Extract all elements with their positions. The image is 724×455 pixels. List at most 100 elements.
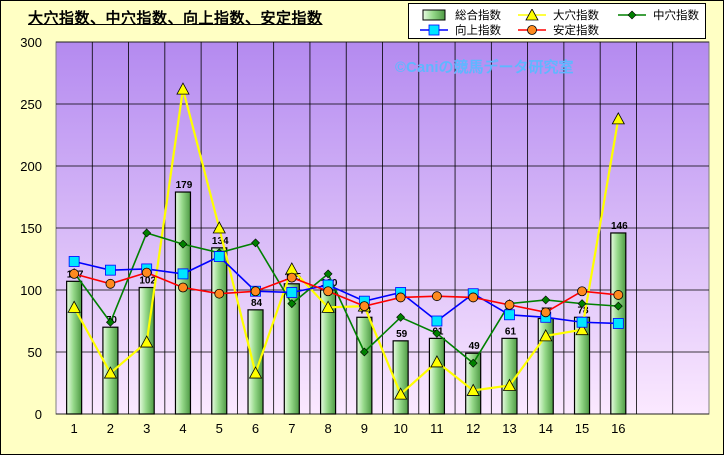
square-marker bbox=[213, 251, 225, 262]
diamond-marker bbox=[178, 239, 188, 249]
triangle-marker bbox=[525, 9, 539, 21]
triangle-marker bbox=[140, 335, 154, 348]
legend-swatch bbox=[518, 25, 546, 35]
circle-marker bbox=[286, 272, 297, 283]
legend: 総合指数 大穴指数 中穴指数 向上指数 安定指数 bbox=[408, 3, 706, 39]
bar-data-label: 84 bbox=[251, 298, 263, 309]
x-tick-label: 6 bbox=[252, 421, 259, 436]
triangle-marker bbox=[466, 383, 480, 396]
square-marker bbox=[105, 264, 116, 276]
y-tick-label: 200 bbox=[20, 159, 42, 174]
circle-marker bbox=[395, 292, 406, 303]
diamond-marker bbox=[287, 299, 297, 309]
diamond-marker bbox=[613, 301, 623, 311]
series-line bbox=[73, 255, 619, 325]
triangle-marker bbox=[539, 329, 553, 342]
legend-bar-swatch bbox=[422, 9, 446, 21]
bar-data-label: 134 bbox=[212, 236, 229, 247]
x-tick-label: 9 bbox=[361, 421, 368, 436]
series-line bbox=[73, 88, 620, 397]
bar bbox=[356, 316, 373, 415]
bar-data-label: 146 bbox=[611, 221, 628, 232]
triangle-marker bbox=[321, 300, 335, 313]
x-tick-label: 5 bbox=[216, 421, 223, 436]
legend-swatch bbox=[420, 24, 448, 36]
bar bbox=[428, 337, 446, 415]
triangle-marker bbox=[502, 378, 517, 391]
x-tick-label: 13 bbox=[502, 421, 516, 436]
triangle-marker bbox=[248, 366, 263, 379]
x-tick-label: 7 bbox=[288, 421, 295, 436]
x-tick-label: 12 bbox=[466, 421, 480, 436]
y-tick-label: 100 bbox=[20, 283, 42, 298]
circle-marker bbox=[527, 25, 537, 35]
bar-data-label: 59 bbox=[396, 329, 408, 340]
bar bbox=[392, 340, 409, 415]
circle-marker bbox=[577, 286, 587, 297]
line-series-group bbox=[69, 228, 623, 368]
triangle-marker bbox=[393, 387, 408, 400]
circle-marker bbox=[504, 299, 515, 310]
bar-data-label: 102 bbox=[139, 276, 156, 287]
bar bbox=[501, 337, 518, 415]
y-tick-label: 300 bbox=[20, 35, 42, 50]
y-tick-label: 0 bbox=[35, 407, 42, 422]
diamond-marker bbox=[396, 312, 406, 322]
legend-label: 総合指数 bbox=[455, 8, 501, 22]
square-marker bbox=[504, 309, 515, 321]
x-tick-label: 4 bbox=[179, 421, 186, 436]
series-line bbox=[73, 231, 619, 365]
circle-marker bbox=[468, 292, 479, 303]
triangle-marker bbox=[430, 355, 444, 368]
circle-marker bbox=[540, 307, 551, 318]
x-tick-label: 10 bbox=[393, 421, 407, 436]
y-tick-label: 150 bbox=[20, 221, 42, 236]
square-marker bbox=[68, 256, 80, 267]
legend-label: 大穴指数 bbox=[553, 8, 599, 22]
legend-label: 向上指数 bbox=[455, 23, 501, 37]
circle-marker bbox=[141, 267, 152, 278]
circle-marker bbox=[69, 268, 80, 279]
diamond-marker bbox=[468, 358, 478, 368]
circle-marker bbox=[250, 286, 261, 297]
x-tick-label: 15 bbox=[575, 421, 589, 436]
square-marker bbox=[286, 287, 298, 298]
bar-data-label: 78 bbox=[577, 305, 589, 316]
diamond-marker bbox=[142, 228, 152, 238]
diamond-marker bbox=[577, 299, 587, 309]
circle-marker bbox=[359, 301, 370, 312]
square-marker bbox=[428, 24, 440, 36]
triangle-marker bbox=[212, 221, 226, 234]
x-tick-label: 2 bbox=[107, 421, 114, 436]
legend-swatch bbox=[422, 9, 446, 21]
bar bbox=[211, 247, 228, 415]
square-marker bbox=[431, 315, 443, 327]
watermark: ©Caniの競馬データ研究室 bbox=[395, 58, 574, 76]
x-tick-label: 3 bbox=[143, 421, 150, 436]
diamond-marker bbox=[432, 328, 442, 338]
chart-title: 大穴指数、中穴指数、向上指数、安定指数 bbox=[28, 9, 323, 27]
triangle-marker bbox=[67, 300, 81, 313]
x-tick-label: 1 bbox=[71, 421, 78, 436]
bar-data-label: 49 bbox=[469, 341, 481, 352]
bar-data-label: 61 bbox=[505, 326, 517, 337]
bar bbox=[247, 309, 264, 415]
bar bbox=[283, 283, 300, 415]
triangle-marker bbox=[575, 322, 589, 336]
circle-marker bbox=[323, 286, 333, 297]
line-series-group bbox=[69, 267, 624, 318]
legend-swatch bbox=[518, 9, 546, 21]
legend-swatch bbox=[618, 10, 646, 20]
x-tick-label: 16 bbox=[611, 421, 625, 436]
x-tick-label: 14 bbox=[539, 421, 553, 436]
circle-marker bbox=[613, 290, 624, 300]
circle-marker bbox=[214, 288, 225, 299]
square-marker bbox=[576, 316, 588, 328]
x-tick-label: 8 bbox=[324, 421, 331, 436]
diamond-marker bbox=[541, 295, 551, 305]
y-tick-label: 50 bbox=[28, 345, 42, 360]
diamond-marker bbox=[251, 238, 260, 248]
y-tick-label: 250 bbox=[20, 97, 42, 112]
circle-marker bbox=[432, 291, 442, 302]
